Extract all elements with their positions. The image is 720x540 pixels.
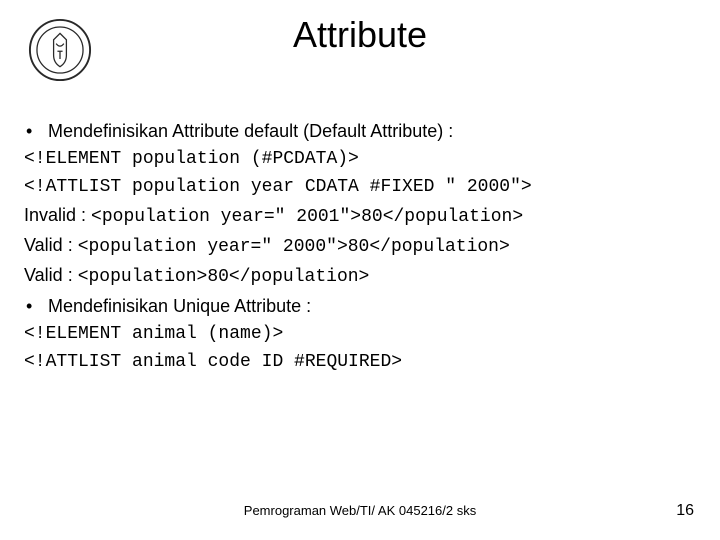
code-text: <population>80</population> xyxy=(78,267,370,287)
code-text: <population year=" 2000">80</population> xyxy=(78,237,510,257)
code-line: Valid : <population>80</population> xyxy=(24,262,696,290)
footer-text: Pemrograman Web/TI/ AK 045216/2 sks xyxy=(0,503,720,518)
code-line: <!ATTLIST animal code ID #REQUIRED> xyxy=(24,349,696,375)
label-text: Valid : xyxy=(24,235,78,255)
slide-body: • Mendefinisikan Attribute default (Defa… xyxy=(24,118,696,377)
code-line: Invalid : <population year=" 2001">80</p… xyxy=(24,202,696,230)
label-text: Valid : xyxy=(24,265,78,285)
code-line: <!ATTLIST population year CDATA #FIXED "… xyxy=(24,174,696,200)
code-text: <population year=" 2001">80</population> xyxy=(91,207,523,227)
university-logo xyxy=(28,18,92,82)
code-line: <!ELEMENT population (#PCDATA)> xyxy=(24,146,696,172)
slide-title: Attribute xyxy=(0,0,720,56)
label-text: Invalid : xyxy=(24,205,91,225)
bullet-dot: • xyxy=(24,118,48,144)
bullet-text: Mendefinisikan Attribute default (Defaul… xyxy=(48,118,453,144)
bullet-item: • Mendefinisikan Attribute default (Defa… xyxy=(24,118,696,144)
bullet-item: • Mendefinisikan Unique Attribute : xyxy=(24,293,696,319)
bullet-dot: • xyxy=(24,293,48,319)
bullet-text: Mendefinisikan Unique Attribute : xyxy=(48,293,311,319)
code-line: Valid : <population year=" 2000">80</pop… xyxy=(24,232,696,260)
code-line: <!ELEMENT animal (name)> xyxy=(24,321,696,347)
page-number: 16 xyxy=(676,502,694,520)
